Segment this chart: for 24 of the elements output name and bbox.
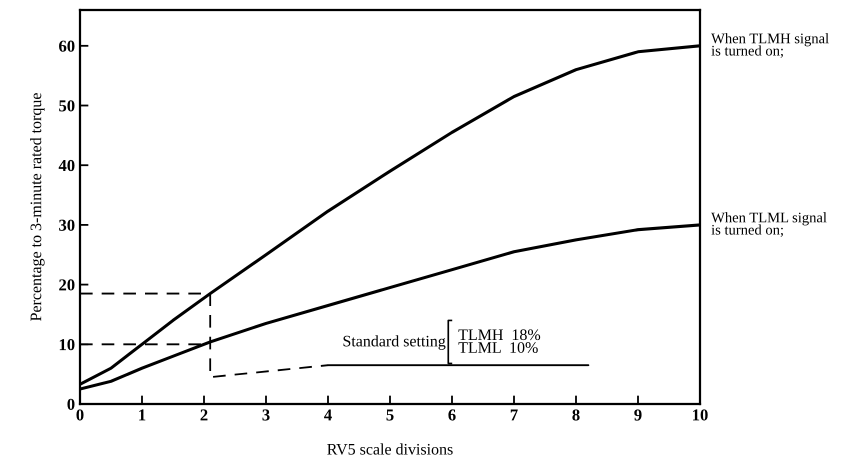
x-tick-label: 3: [262, 409, 270, 421]
x-tick-label: 4: [324, 409, 332, 420]
y-tick-label: 60: [59, 40, 75, 52]
x-tick-label: 5: [386, 410, 394, 421]
series-label: When TLMH signal is turned on;: [711, 33, 829, 58]
series-label: When TLML signal is turned on;: [711, 212, 827, 237]
x-tick-label: 0: [76, 409, 84, 421]
y-axis-title: Percentage to 3-minute rated torque: [30, 93, 45, 321]
x-tick-label: 10: [693, 409, 708, 421]
y-tick-label: 20: [59, 279, 75, 291]
x-tick-label: 1: [139, 409, 146, 420]
y-tick-label: 40: [58, 160, 75, 172]
x-tick-label: 6: [448, 409, 456, 421]
y-tick-label: 50: [59, 100, 75, 112]
x-tick-label: 2: [200, 409, 208, 420]
x-tick-label: 8: [572, 409, 580, 421]
x-tick-label: 9: [634, 409, 642, 421]
y-tick-label: 30: [59, 220, 75, 231]
y-tick-label: 0: [67, 398, 75, 410]
annotation: TLMH 18% TLML 10%: [458, 329, 540, 353]
y-tick-label: 10: [60, 339, 75, 350]
x-axis-title: RV5 scale divisions: [327, 443, 453, 455]
x-tick-label: 7: [510, 410, 518, 420]
annotation: Standard setting: [344, 335, 446, 350]
